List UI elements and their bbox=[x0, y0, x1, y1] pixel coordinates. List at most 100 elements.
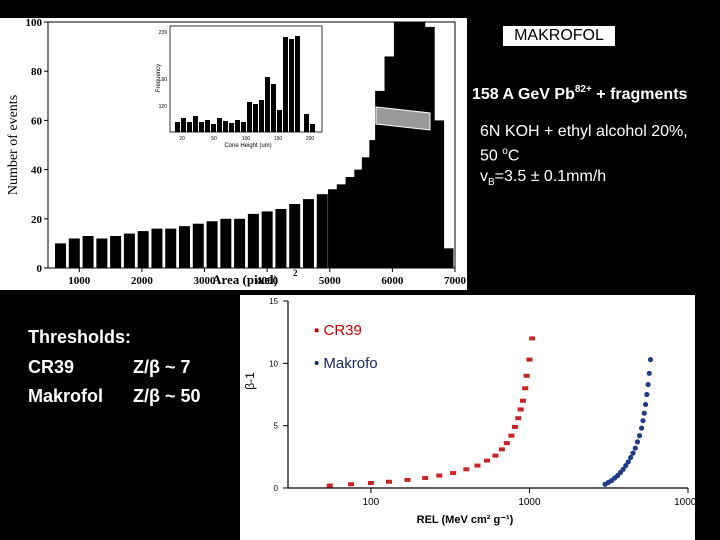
makrofol-threshold-value: Z/β ~ 50 bbox=[133, 386, 201, 406]
makrofol-point bbox=[625, 459, 631, 465]
scatter-x-axis-label: REL (MeV cm² g⁻¹) bbox=[417, 514, 514, 526]
inset-bar bbox=[295, 36, 300, 132]
etch-line-3: vB=3.5 ± 0.1mm/h bbox=[480, 168, 606, 188]
hist-bar bbox=[289, 204, 301, 268]
cr39-point bbox=[519, 398, 526, 403]
inset-y-tick-label: 239 bbox=[159, 30, 168, 36]
makrofol-point bbox=[620, 466, 626, 472]
inset-y-axis-label: Frequency bbox=[156, 64, 162, 92]
makrofol-point bbox=[639, 425, 645, 431]
scatter-x-tick-label: 1000 bbox=[518, 497, 541, 508]
inset-bar bbox=[304, 114, 309, 132]
inset-bar bbox=[271, 84, 276, 132]
etch-temp: 50 bbox=[480, 147, 503, 165]
inset-bar bbox=[247, 102, 252, 132]
scatter-y-tick-label: 5 bbox=[274, 422, 279, 431]
hist-y-tick-label: 20 bbox=[31, 214, 43, 226]
cr39-point bbox=[463, 467, 470, 472]
inset-bar bbox=[211, 124, 216, 132]
hist-bar bbox=[96, 238, 108, 268]
hist-bar bbox=[123, 233, 135, 268]
cr39-point bbox=[526, 357, 533, 362]
etch-degree: o bbox=[502, 146, 508, 157]
makrofol-point bbox=[628, 454, 634, 461]
hist-x-axis-label: Area (pixel) bbox=[212, 272, 278, 287]
cr39-point bbox=[522, 386, 529, 391]
hist-y-tick-label: 60 bbox=[31, 115, 43, 127]
hist-bar bbox=[137, 231, 149, 268]
histogram-panel: 1000 2000 3000 4000 5000 6000 7000 0 20 40 60 80 100… bbox=[0, 18, 467, 290]
cr39-threshold-label: CR39 bbox=[28, 357, 75, 377]
cr39-point bbox=[474, 463, 481, 468]
hist-bar bbox=[336, 184, 348, 268]
cr39-point bbox=[503, 441, 510, 446]
hist-x-tick-label: 6000 bbox=[381, 275, 404, 287]
beam-charge: 82+ bbox=[574, 84, 592, 95]
hist-bar bbox=[302, 199, 314, 268]
beam-text: 158 A GeV Pb bbox=[472, 86, 575, 103]
etch-v: v bbox=[480, 168, 488, 185]
legend-cr39: ▪ CR39 bbox=[314, 322, 362, 339]
cr39-point bbox=[492, 453, 499, 458]
inset-bar bbox=[253, 104, 258, 132]
cr39-point bbox=[484, 458, 491, 463]
cr39-point bbox=[523, 373, 530, 378]
makrofol-point bbox=[641, 410, 647, 416]
cr39-point bbox=[422, 476, 429, 481]
inset-bar bbox=[217, 118, 222, 132]
scatter-y-tick-label: 0 bbox=[274, 484, 279, 493]
inset-x-tick-label: 20 bbox=[179, 136, 185, 142]
thresholds-title: Thresholds: bbox=[28, 327, 132, 347]
scatter-y-tick-label: 15 bbox=[269, 297, 278, 306]
hist-bar bbox=[55, 243, 67, 268]
hist-y-axis-label: Number of events bbox=[6, 95, 21, 195]
material-badge: MAKROFOL bbox=[503, 26, 615, 46]
cr39-threshold-value: Z/β ~ 7 bbox=[133, 357, 191, 377]
hist-x-tick-label: 5000 bbox=[319, 275, 342, 287]
inset-bar bbox=[193, 116, 198, 132]
cr39-point bbox=[385, 479, 392, 484]
makrofol-threshold-label: Makrofol bbox=[28, 386, 104, 406]
inset-x-tick-label: 50 bbox=[211, 136, 217, 142]
hist-bar bbox=[192, 223, 204, 268]
makrofol-point bbox=[632, 445, 638, 451]
inset-bar bbox=[175, 122, 180, 132]
inset-bar bbox=[205, 120, 210, 132]
cr39-point bbox=[498, 447, 505, 452]
hist-bar bbox=[110, 236, 122, 268]
inset-bar bbox=[229, 123, 234, 132]
etch-line-1: 6N KOH + ethyl alcohol 20%, bbox=[480, 123, 688, 140]
hist-bar bbox=[179, 226, 191, 268]
etch-unit: C bbox=[507, 147, 520, 165]
hist-bar bbox=[369, 140, 381, 268]
inset-bar bbox=[241, 122, 246, 132]
hist-bar bbox=[234, 218, 246, 268]
inset-bar bbox=[235, 120, 240, 132]
inset-bar bbox=[181, 118, 186, 132]
inset-x-tick-label: 100 bbox=[242, 136, 251, 142]
hist-bar bbox=[275, 208, 287, 268]
makrofol-point bbox=[642, 401, 649, 408]
makrofol-point bbox=[640, 418, 646, 424]
hist-y-tick-label: 80 bbox=[31, 66, 43, 78]
hist-bar bbox=[220, 218, 232, 268]
hist-bar bbox=[328, 189, 340, 268]
cr39-point bbox=[529, 336, 536, 341]
hist-bar bbox=[151, 228, 163, 268]
cr39-point bbox=[348, 482, 355, 487]
inset-bar bbox=[277, 110, 282, 132]
hist-bar bbox=[361, 157, 373, 268]
hist-bar bbox=[206, 221, 218, 268]
inset-y-tick-label: 60 bbox=[161, 77, 167, 83]
hist-x-tick-label: 2000 bbox=[131, 275, 154, 287]
hist-bar bbox=[247, 213, 259, 268]
makrofol-point bbox=[644, 391, 650, 398]
beam-suffix: + fragments bbox=[591, 86, 688, 103]
makrofol-point bbox=[645, 381, 651, 388]
legend-makrofol: • Makrofo bbox=[314, 355, 378, 372]
cr39-point bbox=[511, 424, 518, 429]
hist-bar bbox=[354, 169, 366, 268]
hist-x-tick-label: 4000 bbox=[256, 275, 279, 287]
inset-x-axis-label: Cone Height (um) bbox=[224, 143, 271, 149]
